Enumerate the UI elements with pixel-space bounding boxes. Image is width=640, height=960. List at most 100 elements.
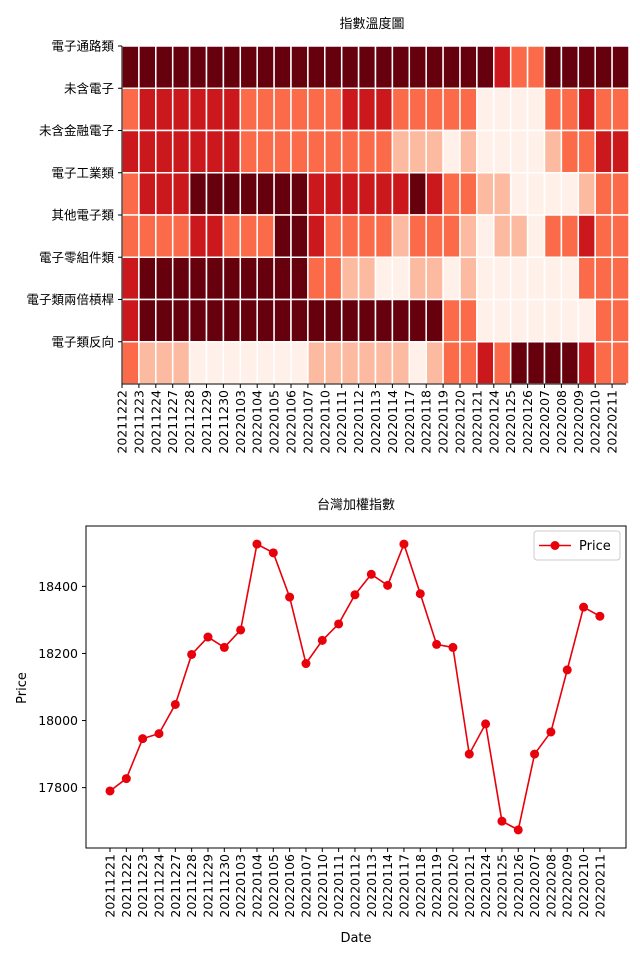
price-point — [546, 727, 556, 737]
heatmap-cell — [307, 129, 326, 174]
price-point — [513, 825, 523, 835]
heatmap-cell — [374, 45, 394, 89]
heatmap-cell — [611, 45, 630, 89]
heatmap-cell — [493, 45, 512, 89]
heatmap-cell — [408, 256, 427, 301]
heatmap-cell — [357, 214, 377, 258]
heatmap-cell — [459, 341, 478, 385]
heatmap-cell — [290, 129, 309, 174]
heatmap-cell — [560, 256, 580, 301]
heatmap-cell — [526, 341, 546, 385]
heatmap-cell — [577, 298, 596, 343]
heatmap-cell — [408, 172, 427, 216]
heatmap-cell — [425, 298, 444, 343]
heatmap-cell — [526, 87, 546, 132]
heatmap-cell — [442, 87, 461, 132]
heatmap-cell — [239, 129, 258, 174]
heatmap-title: 指數溫度圖 — [339, 16, 404, 32]
heatmap-cell — [459, 256, 478, 301]
heatmap-cell — [155, 298, 174, 343]
heatmap-cell — [121, 214, 140, 258]
heatmap-x-tick-label: 20220105 — [267, 390, 282, 454]
heatmap-cell — [121, 256, 140, 301]
heatmap-cell — [121, 341, 140, 385]
heatmap-cell — [459, 129, 478, 174]
price-series-line — [109, 541, 601, 832]
heatmap-cell — [357, 45, 377, 89]
heatmap-cell — [442, 256, 461, 301]
heatmap-cell — [155, 172, 174, 216]
heatmap-cell — [205, 214, 225, 258]
heatmap-cell — [138, 214, 157, 258]
heatmap-cell — [509, 298, 529, 343]
heatmap-cell — [222, 341, 242, 385]
heatmap-cell — [476, 45, 495, 89]
x-tick-label: 20220104 — [249, 854, 264, 918]
heatmap-cell — [188, 214, 208, 258]
heatmap-cell — [239, 341, 258, 385]
heatmap-cell — [324, 256, 343, 301]
heatmap-cell — [205, 87, 225, 132]
heatmap-cell — [594, 341, 613, 385]
price-point — [464, 749, 474, 759]
heatmap-x-tick-label: 20211228 — [182, 390, 197, 454]
heatmap-cell — [324, 298, 343, 343]
heatmap-cell — [493, 172, 512, 216]
heatmap-cell — [391, 298, 411, 343]
heatmap-cell — [222, 45, 242, 89]
heatmap-cell — [188, 172, 208, 216]
heatmap-cell — [611, 129, 630, 174]
heatmap-cell — [408, 298, 427, 343]
heatmap-cell — [594, 256, 613, 301]
x-axis-label: Date — [340, 931, 371, 946]
heatmap-cell — [594, 298, 613, 343]
heatmap-cell — [408, 45, 427, 89]
heatmap-cell — [222, 214, 242, 258]
x-tick-label: 20220103 — [233, 854, 248, 918]
heatmap-cell — [340, 129, 360, 174]
heatmap-x-tick-label: 20220119 — [436, 390, 451, 454]
heatmap-cell — [256, 129, 275, 174]
heatmap-x-tick-label: 20211223 — [131, 390, 146, 454]
heatmap-cell — [205, 298, 225, 343]
heatmap-cell — [273, 256, 292, 301]
price-point — [268, 548, 278, 558]
heatmap-y-tick-label: 未含金融電子 — [39, 123, 114, 138]
heatmap-cell — [273, 87, 292, 132]
heatmap-cell — [273, 45, 292, 89]
price-point — [236, 625, 246, 635]
heatmap-cell — [476, 172, 495, 216]
x-tick-label: 20220106 — [282, 854, 297, 918]
price-point — [497, 816, 507, 826]
heatmap-cell — [560, 341, 580, 385]
heatmap-cell — [357, 129, 377, 174]
y-tick-label: 17800 — [38, 780, 78, 795]
heatmap-x-tick-label: 20220210 — [588, 390, 603, 454]
heatmap-cell — [188, 298, 208, 343]
heatmap-cell — [138, 298, 157, 343]
heatmap-x-tick-label: 20220125 — [503, 390, 518, 454]
heatmap-cell — [188, 45, 208, 89]
heatmap-cell — [222, 172, 242, 216]
heatmap-cell — [493, 298, 512, 343]
heatmap-cell — [324, 172, 343, 216]
x-tick-label: 20211230 — [217, 854, 232, 918]
heatmap-cell — [239, 87, 258, 132]
price-point — [121, 774, 131, 784]
y-tick-label: 18400 — [38, 579, 78, 594]
x-tick-label: 20211223 — [135, 854, 150, 918]
heatmap-cell — [391, 172, 411, 216]
heatmap-cell — [526, 214, 546, 258]
price-point — [170, 699, 180, 709]
heatmap-cell — [138, 45, 157, 89]
heatmap-cell — [324, 341, 343, 385]
heatmap-cell — [155, 87, 174, 132]
x-tick-label: 20220114 — [380, 854, 395, 918]
heatmap-cell — [239, 214, 258, 258]
price-point — [187, 649, 197, 659]
heatmap-cell — [391, 341, 411, 385]
heatmap-cell — [560, 129, 580, 174]
heatmap-cell — [408, 87, 427, 132]
y-tick-label: 18000 — [38, 713, 78, 728]
